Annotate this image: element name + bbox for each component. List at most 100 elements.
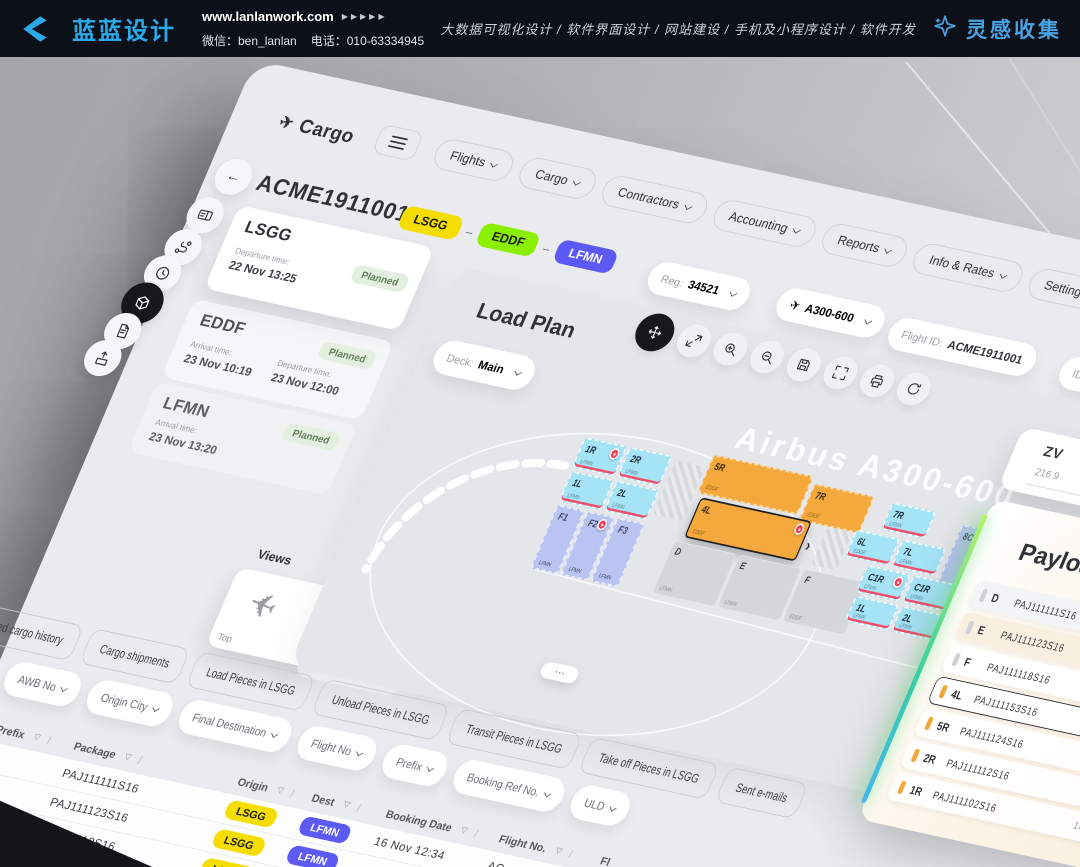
origin-tag: LSGG <box>222 799 280 829</box>
nav-item-label: Accounting <box>726 209 791 236</box>
stop-code: LFMN <box>160 394 213 422</box>
chevron-down-icon <box>271 729 279 738</box>
cargo-position-1l-aft[interactable]: 1L LFMN <box>844 595 900 631</box>
drag-handle[interactable] <box>964 620 975 635</box>
cargo-position-2l[interactable]: 2L LFMN <box>603 480 660 521</box>
cargo-position-c1r[interactable]: C1R LFMN <box>855 564 911 602</box>
route-tag-lsgg[interactable]: LSGG <box>396 204 465 241</box>
drag-handle[interactable] <box>896 780 907 795</box>
views-heading: Views <box>255 547 294 569</box>
refresh-button[interactable] <box>891 369 937 409</box>
filter-prefix[interactable]: Prefix <box>377 741 453 789</box>
zoom-in-button[interactable] <box>708 329 753 369</box>
column-separator: / <box>45 733 54 747</box>
manifest-button[interactable] <box>98 309 148 353</box>
history-button[interactable] <box>138 251 188 295</box>
route-separator: – <box>463 224 476 239</box>
nav-item-cargo[interactable]: Cargo <box>514 155 601 202</box>
move-button[interactable] <box>629 310 681 355</box>
position-label: 7R <box>813 489 828 503</box>
plane-top-icon: ✈ <box>239 584 285 628</box>
filter-funnel-icon[interactable]: ▽ <box>32 732 42 743</box>
origin-tag: LSGG <box>210 828 268 858</box>
filter-funnel-icon[interactable]: ▽ <box>341 799 352 810</box>
filter-awb-no[interactable]: AWB No <box>0 659 87 709</box>
deck-select[interactable]: Deck: Main <box>427 337 541 393</box>
cargo-position-2r[interactable]: 2R LFMN <box>616 446 673 487</box>
drag-handle[interactable] <box>978 588 989 603</box>
payload-position: E <box>975 622 988 638</box>
nav-item-contractors[interactable]: Contractors <box>597 173 712 226</box>
site-url[interactable]: www.lanlanwork.com <box>202 8 334 24</box>
drag-handle[interactable] <box>951 652 962 667</box>
nav-item-accounting[interactable]: Accounting <box>708 197 821 250</box>
cargo-box-button[interactable] <box>114 278 171 328</box>
filter-uld[interactable]: ULD <box>564 782 635 829</box>
cargo-app-window: ✈ Cargo Flights Cargo Contractors Accountin… <box>0 60 1080 867</box>
filter-funnel-icon[interactable]: ▽ <box>459 825 470 836</box>
position-destination: LFMN <box>658 585 673 594</box>
hamburger-menu-button[interactable] <box>371 123 425 162</box>
column-separator: / <box>472 826 481 840</box>
drag-handle[interactable] <box>924 716 934 731</box>
column-separator: / <box>355 800 363 814</box>
nav-item-info-rates[interactable]: Info & Rates <box>908 241 1028 295</box>
nav-item-label: Reports <box>835 232 883 256</box>
nav-item-label: Info & Rates <box>926 252 998 281</box>
cargo-position-7r-aft[interactable]: 7R LFMN <box>880 502 937 539</box>
site-header: 蓝蓝设计 www.lanlanwork.com ▶▶▶▶▶ 微信：ben_lanl… <box>0 0 1080 57</box>
stop-times: Departure time: 22 Nov 13:25 <box>227 247 304 286</box>
unload-box-button[interactable] <box>78 336 128 380</box>
column-label: Prefix <box>0 722 28 741</box>
zoom-out-button[interactable] <box>744 337 790 377</box>
dest-tag: LFMN <box>284 844 341 867</box>
route-tag-eddf[interactable]: EDDF <box>474 221 542 258</box>
nav-item-flights[interactable]: Flights <box>429 136 519 184</box>
cargo-position-6l[interactable]: 6L EDDF <box>844 529 901 567</box>
nav-item-settings[interactable]: Settings <box>1023 266 1080 315</box>
expand-button[interactable] <box>671 321 717 361</box>
cell <box>0 756 63 773</box>
route-tags: LSGG – EDDF – LFMN <box>396 204 620 275</box>
nav-item-label: Contractors <box>615 184 682 212</box>
flight-id-label: Flight ID: <box>899 327 946 349</box>
filter-label: Final Destination <box>190 710 269 740</box>
back-button[interactable] <box>208 155 259 199</box>
column-separator: / <box>567 847 575 860</box>
aircraft-select[interactable]: ✈ A300-600 <box>771 285 891 341</box>
cell <box>0 785 51 802</box>
filter-funnel-icon[interactable]: ▽ <box>275 785 286 796</box>
column-label: Origin <box>235 775 271 794</box>
payload-position: F <box>962 654 974 669</box>
fullscreen-button[interactable] <box>818 353 863 393</box>
filter-flight-no[interactable]: Flight No <box>292 723 382 774</box>
status-badge: Planned <box>316 340 378 371</box>
status-badge: Planned <box>280 422 342 452</box>
boarding-pass-button[interactable] <box>180 193 230 237</box>
route-tag-lfmn[interactable]: LFMN <box>551 238 620 275</box>
position-destination: LFMN <box>624 468 639 477</box>
dest-tag: LFMN <box>296 815 354 845</box>
save-button[interactable] <box>781 345 827 385</box>
cargo-position-7r[interactable]: 7R EDDF <box>798 483 875 534</box>
tab-offloaded-cargo-history[interactable]: Offloaded cargo history <box>0 599 85 662</box>
filter-funnel-icon[interactable]: ▽ <box>123 751 133 763</box>
drag-handle[interactable] <box>938 684 949 699</box>
drag-handle[interactable] <box>910 748 921 763</box>
cargo-position-7l[interactable]: 7L LFMN <box>891 539 947 577</box>
site-contact: www.lanlanwork.com ▶▶▶▶▶ 微信：ben_lanlan 电话：… <box>202 5 424 53</box>
chevron-down-icon <box>152 703 160 712</box>
filter-funnel-icon[interactable]: ▽ <box>553 845 564 856</box>
left-icon-rail <box>78 60 1080 380</box>
status-badge: Planned <box>349 264 411 294</box>
nav-item-reports[interactable]: Reports <box>816 221 913 270</box>
tab-cargo-shipments[interactable]: Cargo shipments <box>78 627 191 685</box>
route-button[interactable] <box>158 225 208 269</box>
chevron-down-icon <box>684 201 693 210</box>
print-button[interactable] <box>854 361 900 401</box>
payload-position: 1R <box>907 782 925 799</box>
chevron-down-icon <box>609 803 617 812</box>
filter-origin-city[interactable]: Origin City <box>81 677 178 729</box>
collect-link[interactable]: 灵感收集 <box>932 13 1062 45</box>
reg-select[interactable]: Reg: 34521 <box>642 259 756 313</box>
